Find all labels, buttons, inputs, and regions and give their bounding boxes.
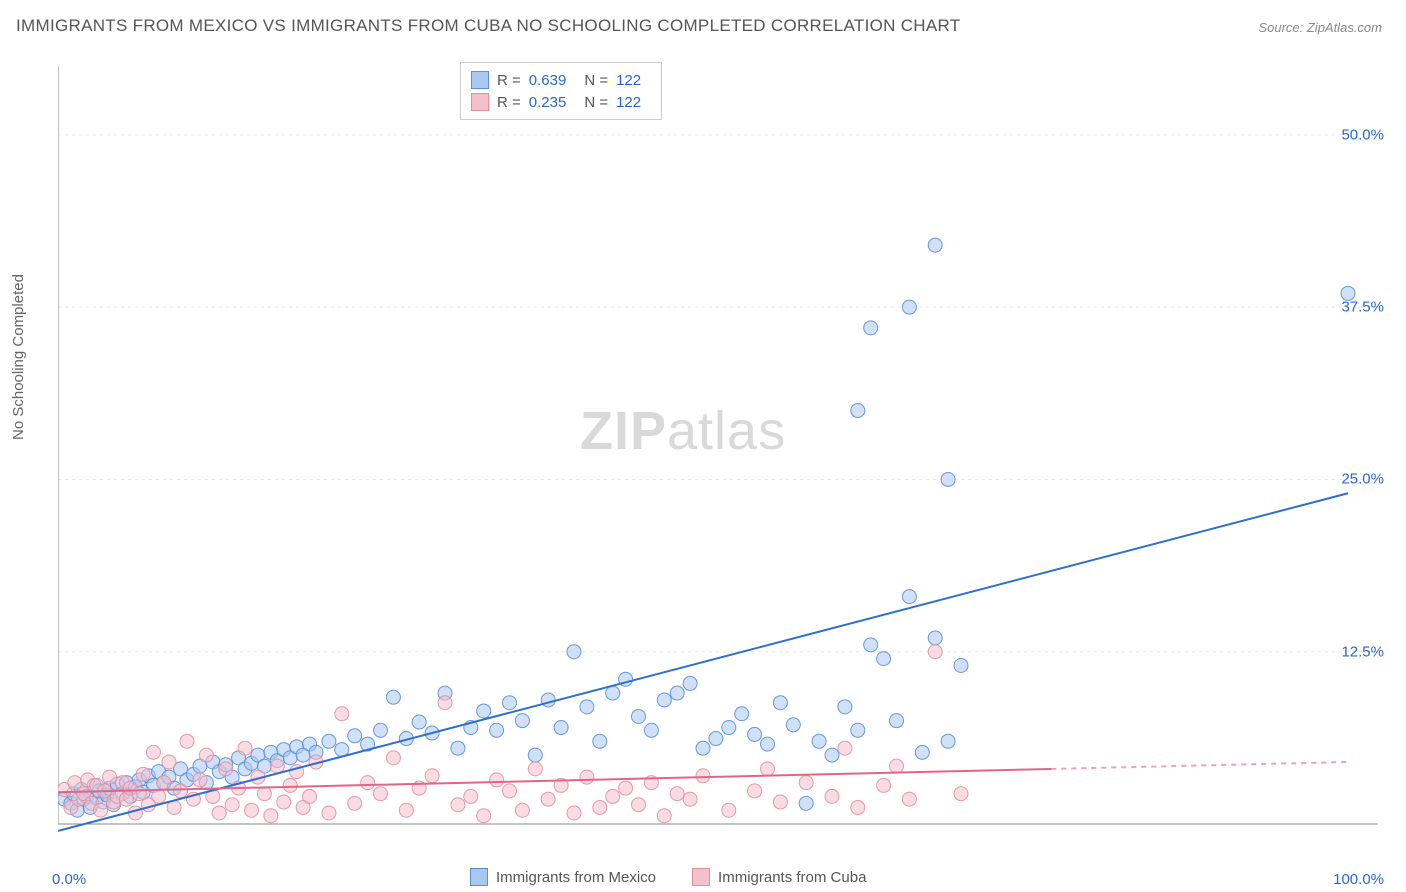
y-tick-label: 25.0% bbox=[1341, 471, 1384, 488]
x-tick-min: 0.0% bbox=[52, 871, 86, 888]
r-label: R = bbox=[497, 94, 521, 111]
y-tick-label: 37.5% bbox=[1341, 299, 1384, 316]
swatch-icon bbox=[692, 868, 710, 886]
legend-label: Immigrants from Mexico bbox=[496, 869, 656, 886]
stat-row: R = 0.639 N = 122 bbox=[471, 69, 651, 91]
swatch-icon bbox=[471, 71, 489, 89]
chart-title: IMMIGRANTS FROM MEXICO VS IMMIGRANTS FRO… bbox=[16, 16, 960, 36]
y-axis-label: No Schooling Completed bbox=[10, 274, 27, 440]
legend-item: Immigrants from Cuba bbox=[692, 868, 866, 886]
n-label: N = bbox=[584, 72, 608, 89]
swatch-icon bbox=[470, 868, 488, 886]
source-prefix: Source: bbox=[1258, 20, 1306, 35]
stat-legend: R = 0.639 N = 122 R = 0.235 N = 122 bbox=[460, 62, 662, 120]
y-tick-label: 12.5% bbox=[1341, 643, 1384, 660]
legend-item: Immigrants from Mexico bbox=[470, 868, 656, 886]
n-label: N = bbox=[584, 94, 608, 111]
source-name: ZipAtlas.com bbox=[1307, 20, 1382, 35]
swatch-icon bbox=[471, 93, 489, 111]
r-value: 0.639 bbox=[529, 72, 567, 89]
y-tick-label: 50.0% bbox=[1341, 126, 1384, 143]
n-value: 122 bbox=[616, 94, 641, 111]
x-tick-max: 100.0% bbox=[1333, 871, 1384, 888]
r-value: 0.235 bbox=[529, 94, 567, 111]
legend-label: Immigrants from Cuba bbox=[718, 869, 866, 886]
n-value: 122 bbox=[616, 72, 641, 89]
chart-area bbox=[58, 56, 1378, 846]
scatter-plot bbox=[58, 56, 1378, 846]
source-attribution: Source: ZipAtlas.com bbox=[1258, 20, 1382, 35]
stat-row: R = 0.235 N = 122 bbox=[471, 91, 651, 113]
series-legend: Immigrants from Mexico Immigrants from C… bbox=[470, 868, 866, 886]
r-label: R = bbox=[497, 72, 521, 89]
